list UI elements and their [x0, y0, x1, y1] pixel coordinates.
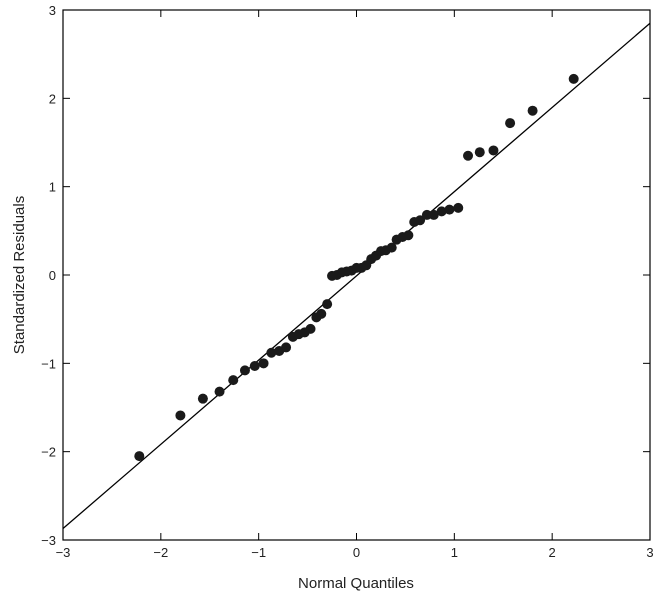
data-point — [463, 150, 474, 161]
data-point — [249, 360, 260, 371]
x-tick-label: −3 — [56, 545, 71, 560]
y-tick-label: −2 — [41, 445, 56, 460]
data-point — [421, 209, 432, 220]
data-point — [488, 145, 499, 156]
y-tick-label: 1 — [49, 180, 56, 195]
data-point — [258, 358, 269, 369]
data-point — [568, 73, 579, 84]
data-point — [228, 375, 239, 386]
y-tick-label: 0 — [49, 268, 56, 283]
plot-frame — [62, 9, 651, 541]
x-axis-ticks: −3 −2 −1 0 1 2 3 — [56, 10, 654, 560]
x-axis-label: Normal Quantiles — [298, 575, 414, 592]
data-point — [214, 386, 225, 397]
data-point — [316, 308, 327, 319]
data-point — [322, 299, 333, 310]
data-points-group — [134, 73, 579, 462]
data-point — [281, 342, 292, 353]
data-point — [386, 242, 397, 253]
reference-line — [62, 22, 651, 530]
x-tick-label: 0 — [353, 545, 360, 560]
y-tick-label: −1 — [41, 356, 56, 371]
y-axis-label: Standardized Residuals — [11, 196, 28, 354]
y-tick-label: 3 — [49, 3, 56, 18]
data-point — [436, 206, 447, 217]
x-tick-label: −1 — [251, 545, 266, 560]
x-tick-label: 3 — [646, 545, 653, 560]
y-tick-label: 2 — [49, 91, 56, 106]
data-point — [444, 204, 455, 215]
plot-frame-group — [62, 9, 651, 541]
data-point — [305, 323, 316, 334]
data-point — [527, 105, 538, 116]
x-tick-label: 1 — [451, 545, 458, 560]
data-point — [453, 202, 464, 213]
data-point — [239, 365, 250, 376]
data-point — [474, 147, 485, 158]
data-point — [505, 118, 516, 129]
data-point — [134, 451, 145, 462]
data-point — [415, 215, 426, 226]
x-tick-label: 2 — [549, 545, 556, 560]
x-tick-label: −2 — [153, 545, 168, 560]
data-point — [403, 230, 414, 241]
data-point — [266, 347, 277, 358]
data-point — [197, 393, 208, 404]
data-point — [175, 410, 186, 421]
reference-line-group — [62, 22, 651, 530]
data-point — [428, 209, 439, 220]
y-axis-ticks: −3 −2 −1 0 1 2 3 — [41, 3, 650, 548]
y-tick-label: −3 — [41, 533, 56, 548]
